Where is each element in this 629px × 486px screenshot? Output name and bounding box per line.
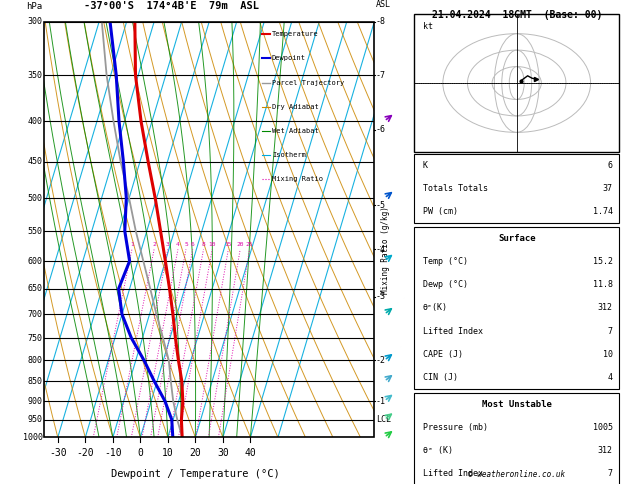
Text: Wet Adiabat: Wet Adiabat: [272, 128, 318, 134]
Text: 600: 600: [28, 257, 43, 265]
Bar: [414, 227, 620, 389]
Text: Surface: Surface: [498, 234, 535, 243]
Text: 5: 5: [184, 243, 188, 247]
Text: Pressure (mb): Pressure (mb): [423, 423, 488, 432]
Text: 850: 850: [28, 377, 43, 386]
Text: 20: 20: [237, 243, 244, 247]
Text: 30: 30: [217, 448, 229, 458]
Text: 400: 400: [28, 117, 43, 126]
Text: Dewp (°C): Dewp (°C): [423, 280, 468, 289]
Text: 7: 7: [608, 327, 613, 335]
Text: 20: 20: [189, 448, 201, 458]
Text: 6: 6: [608, 161, 613, 170]
Text: PW (cm): PW (cm): [423, 207, 458, 216]
Text: 1000: 1000: [23, 433, 43, 442]
Text: Temp (°C): Temp (°C): [423, 257, 468, 266]
Text: -6: -6: [376, 125, 386, 134]
Text: 10: 10: [162, 448, 174, 458]
Text: -20: -20: [77, 448, 94, 458]
Text: 0: 0: [137, 448, 143, 458]
Text: -8: -8: [376, 17, 386, 26]
Text: Lifted Index: Lifted Index: [423, 327, 483, 335]
Bar: [414, 393, 620, 486]
Text: 6: 6: [191, 243, 194, 247]
Text: 550: 550: [28, 226, 43, 236]
Text: Temperature: Temperature: [272, 31, 318, 37]
Bar: [414, 15, 620, 152]
Text: Parcel Trajectory: Parcel Trajectory: [272, 80, 344, 86]
Text: 1.74: 1.74: [593, 207, 613, 216]
Text: Totals Totals: Totals Totals: [423, 184, 488, 193]
Text: 750: 750: [28, 333, 43, 343]
Text: 300: 300: [28, 17, 43, 26]
Text: 3: 3: [166, 243, 170, 247]
Text: -3: -3: [376, 292, 386, 301]
Text: 950: 950: [28, 415, 43, 424]
Text: -7: -7: [376, 70, 386, 80]
Text: LCL: LCL: [376, 415, 391, 424]
Text: 15.2: 15.2: [593, 257, 613, 266]
Text: 350: 350: [28, 70, 43, 80]
Text: Mixing Ratio (g/kg): Mixing Ratio (g/kg): [381, 207, 390, 295]
Text: kt: kt: [423, 22, 433, 31]
Text: 40: 40: [245, 448, 256, 458]
Text: Dewpoint / Temperature (°C): Dewpoint / Temperature (°C): [111, 469, 280, 479]
Text: 2: 2: [152, 243, 156, 247]
Text: -10: -10: [104, 448, 121, 458]
Text: -5: -5: [376, 201, 386, 209]
Text: Lifted Index: Lifted Index: [423, 469, 483, 478]
Text: 500: 500: [28, 194, 43, 203]
Text: 21.04.2024  18GMT  (Base: 00): 21.04.2024 18GMT (Base: 00): [431, 10, 602, 19]
Text: 25: 25: [246, 243, 253, 247]
Text: CAPE (J): CAPE (J): [423, 349, 463, 359]
Text: 450: 450: [28, 157, 43, 166]
Text: -30: -30: [49, 448, 67, 458]
Text: 700: 700: [28, 310, 43, 319]
Text: km
ASL: km ASL: [376, 0, 391, 9]
Text: Dewpoint: Dewpoint: [272, 55, 306, 61]
Text: 1: 1: [130, 243, 134, 247]
Text: 1005: 1005: [593, 423, 613, 432]
Text: 11.8: 11.8: [593, 280, 613, 289]
Text: © weatheronline.co.uk: © weatheronline.co.uk: [468, 470, 565, 479]
Text: 4: 4: [608, 373, 613, 382]
Text: hPa: hPa: [26, 2, 43, 12]
Text: 10: 10: [208, 243, 216, 247]
Text: Most Unstable: Most Unstable: [482, 399, 552, 409]
Text: K: K: [423, 161, 428, 170]
Text: -4: -4: [376, 245, 386, 254]
Text: 15: 15: [225, 243, 232, 247]
Text: -1: -1: [376, 397, 386, 405]
Text: 37: 37: [603, 184, 613, 193]
Text: 900: 900: [28, 397, 43, 405]
Text: θᵉ (K): θᵉ (K): [423, 446, 453, 455]
Text: CIN (J): CIN (J): [423, 373, 458, 382]
Text: Isotherm: Isotherm: [272, 152, 306, 158]
Text: 800: 800: [28, 356, 43, 365]
Text: 650: 650: [28, 284, 43, 293]
Text: 7: 7: [608, 469, 613, 478]
Text: -37°00'S  174°4B'E  79m  ASL: -37°00'S 174°4B'E 79m ASL: [84, 1, 259, 12]
Text: -2: -2: [376, 356, 386, 365]
Text: 312: 312: [598, 446, 613, 455]
Text: Mixing Ratio: Mixing Ratio: [272, 176, 323, 182]
Text: 312: 312: [598, 303, 613, 312]
Text: 10: 10: [603, 349, 613, 359]
Text: 8: 8: [202, 243, 206, 247]
Text: θᵉ(K): θᵉ(K): [423, 303, 448, 312]
Text: Dry Adiabat: Dry Adiabat: [272, 104, 318, 110]
Text: 4: 4: [176, 243, 180, 247]
Bar: [414, 154, 620, 223]
